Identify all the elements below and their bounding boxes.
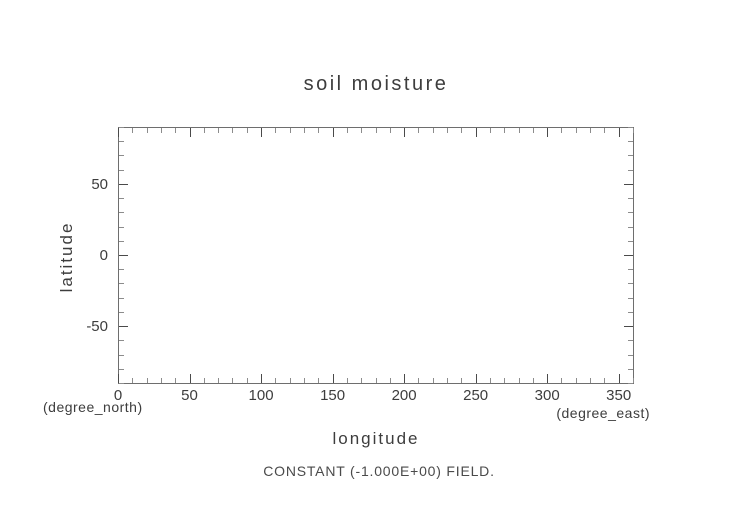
y-tick-label: 0 xyxy=(100,247,108,264)
x-tick-label: 300 xyxy=(535,387,560,404)
x-tick-label: 50 xyxy=(181,387,198,404)
x-tick-label: 200 xyxy=(392,387,417,404)
y-tick-label: 50 xyxy=(91,176,108,193)
x-tick-label: 250 xyxy=(463,387,488,404)
plot-frame xyxy=(118,127,634,384)
x-axis-units-label: (degree_east) xyxy=(556,405,650,421)
x-axis-label: longitude xyxy=(332,429,420,448)
y-tick-label: -50 xyxy=(86,318,108,335)
x-tick-label: 0 xyxy=(114,387,122,404)
constant-field-note: CONSTANT (-1.000E+00) FIELD. xyxy=(263,463,495,479)
x-tick-label: 100 xyxy=(249,387,274,404)
y-axis-units-label: (degree_north) xyxy=(43,399,143,415)
x-tick-label: 150 xyxy=(320,387,345,404)
plot-title: soil moisture xyxy=(303,73,449,95)
x-tick-label: 350 xyxy=(606,387,631,404)
